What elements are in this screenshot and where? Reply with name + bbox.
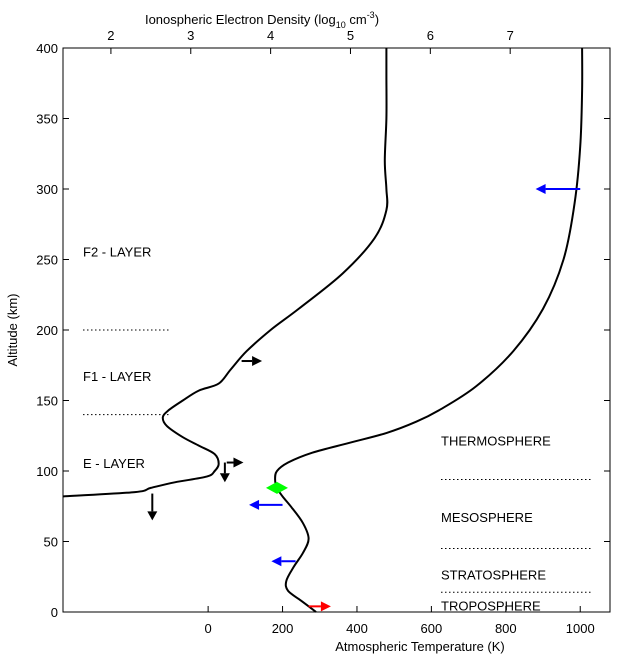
y-tick-label: 400 [36,41,58,56]
y-tick-label: 0 [51,605,58,620]
y-tick-label: 350 [36,112,58,127]
plot-frame [62,47,611,613]
top-tick-label: 7 [507,28,514,43]
axis-ticks: 0 50 100 150 200 250 300 350 400 0 200 400 600 800 100… [36,28,610,636]
arrow-head [233,457,244,468]
top-tick-label: 3 [187,28,194,43]
arrows [147,184,581,612]
y-tick-label: 50 [44,535,58,550]
layer-label: F1 - LAYER [83,369,151,384]
mesopause-marker [265,481,288,494]
top-tick-label: 5 [347,28,354,43]
annotations: F2 - LAYER F1 - LAYER E - LAYER THERMOSPHER… [83,245,591,614]
region-label: THERMOSPHERE [441,434,551,449]
arrow-head [219,473,230,483]
region-label: MESOSPHERE [441,510,533,525]
layer-label: F2 - LAYER [83,245,151,260]
y-tick-label: 250 [36,253,58,268]
x-tick-label: 600 [421,621,443,636]
arrow-head [535,184,546,194]
top-tick-label: 6 [427,28,434,43]
temperature-curve [274,47,584,613]
arrow-head [147,511,158,521]
x-tick-label: 200 [272,621,294,636]
top-tick-label: 2 [107,28,114,43]
x-tick-label: 0 [205,621,212,636]
y-axis-title: Altitude (km) [5,294,20,367]
arrow-head [249,499,260,510]
x-tick-label: 400 [346,621,368,636]
region-label: STRATOSPHERE [441,568,546,583]
y-tick-label: 150 [36,394,58,409]
curves [62,47,584,613]
arrow-head [271,556,282,567]
arrow-head [252,356,263,367]
electron-density-curve [62,48,389,498]
y-tick-label: 200 [36,323,58,338]
layer-label: E - LAYER [83,456,145,471]
x-axis-title: Atmospheric Temperature (K) [335,639,505,654]
x-tick-label: 800 [495,621,517,636]
x-tick-label: 1000 [566,621,595,636]
y-tick-label: 100 [36,464,58,479]
arrow-head [320,601,331,612]
top-tick-label: 4 [267,28,274,43]
top-axis-title: Ionospheric Electron Density (log10 cm-3… [145,10,379,30]
y-tick-label: 300 [36,182,58,197]
region-label: TROPOSPHERE [441,599,541,614]
